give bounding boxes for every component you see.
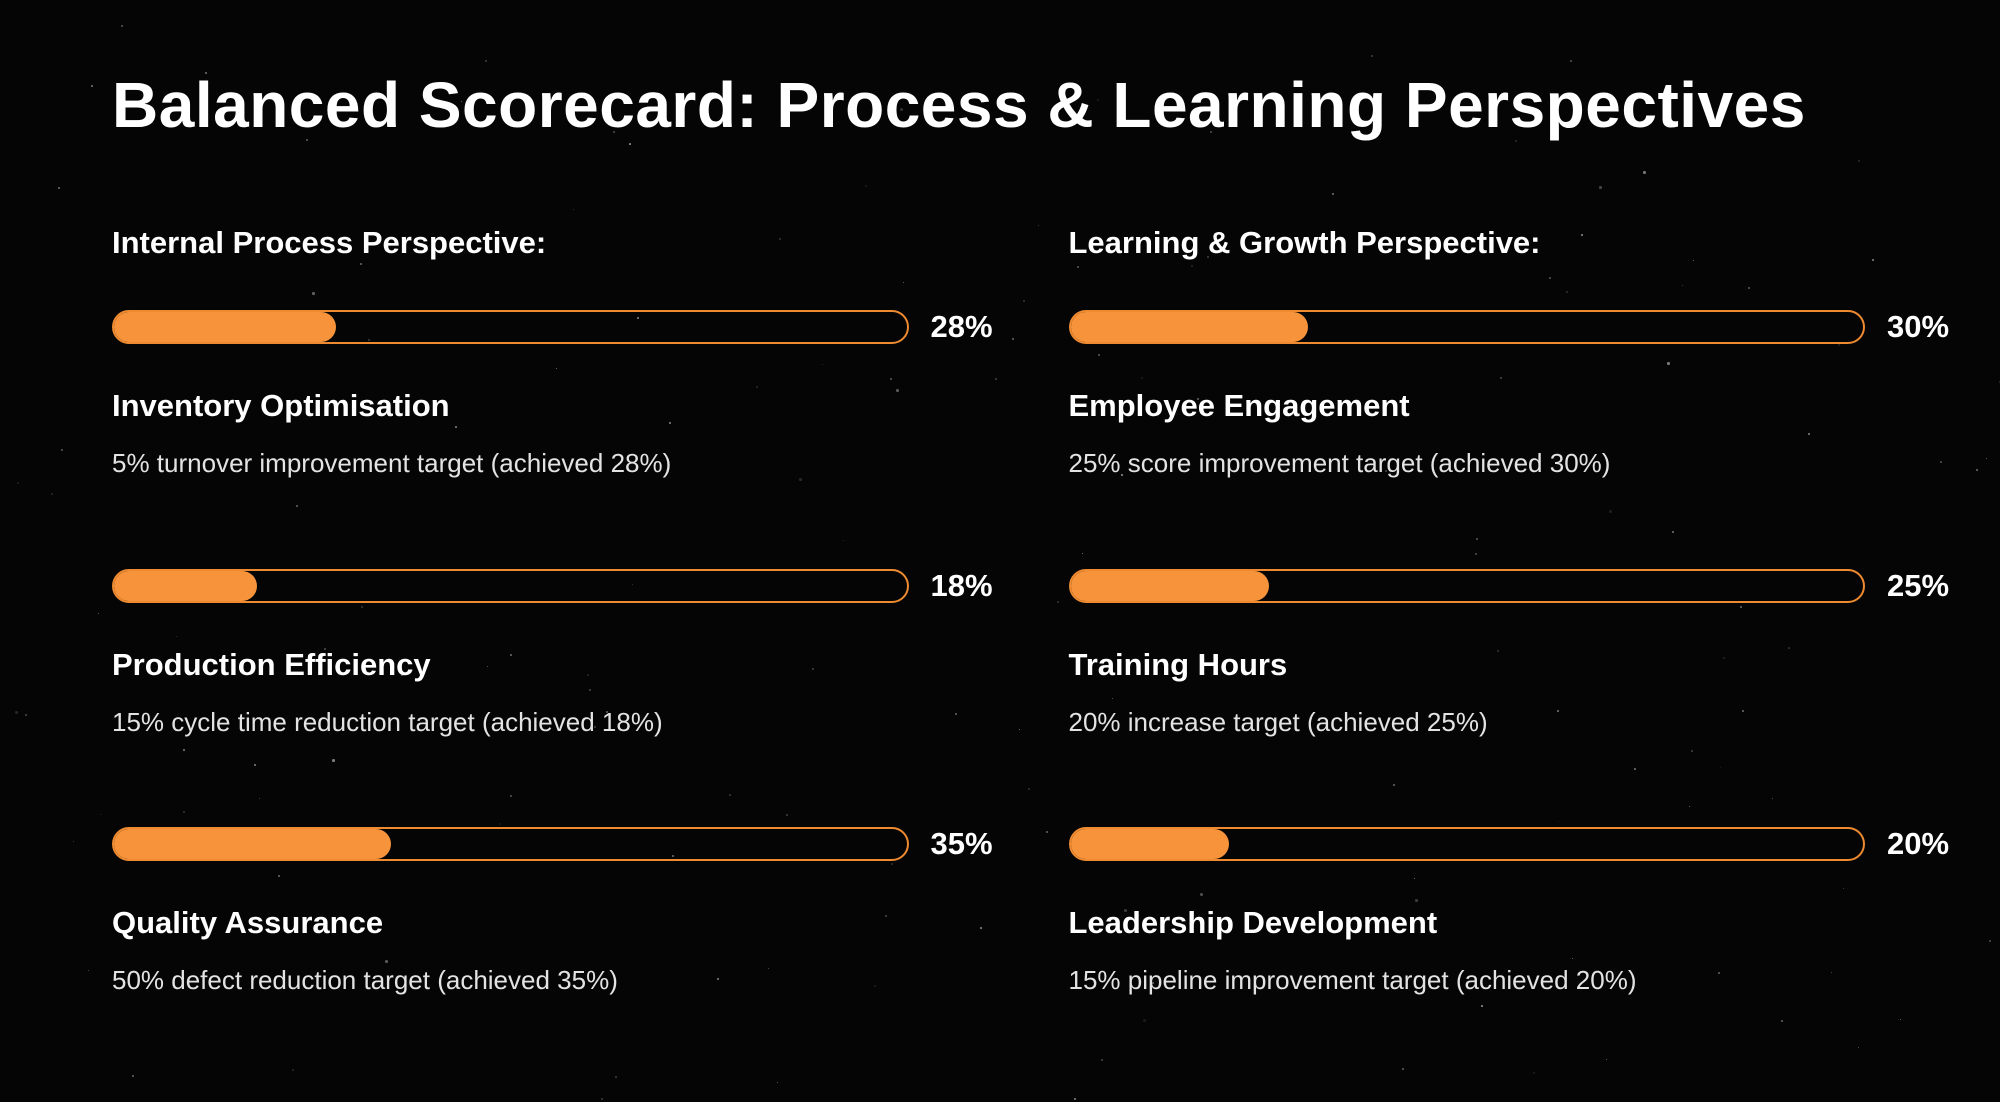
- progress-bar-row: 20%: [1068, 825, 1966, 862]
- metric-production-efficiency: 18% Production Efficiency 15% cycle time…: [112, 568, 1009, 738]
- progress-fill: [114, 312, 336, 343]
- percent-label: 20%: [1887, 825, 1950, 861]
- section-header-learning-growth: Learning & Growth Perspective:: [1068, 225, 1541, 261]
- progress-fill: [1070, 312, 1309, 343]
- progress-bar-row: 18%: [112, 568, 1009, 604]
- progress-bar-row: 30%: [1068, 309, 1966, 345]
- metric-name: Employee Engagement: [1068, 388, 1410, 424]
- page-title: Balanced Scorecard: Process & Learning P…: [112, 69, 1806, 141]
- percent-label: 28%: [930, 309, 993, 345]
- metric-name: Production Efficiency: [112, 646, 431, 682]
- percent-label: 35%: [930, 825, 993, 861]
- metric-employee-engagement: 30% Employee Engagement 25% score improv…: [1068, 309, 1966, 479]
- metric-description: 15% cycle time reduction target (achieve…: [112, 706, 663, 737]
- progress-fill: [1070, 828, 1229, 859]
- metric-description: 25% score improvement target (achieved 3…: [1068, 448, 1611, 479]
- progress-bar-row: 35%: [112, 826, 1009, 862]
- progress-track: [1068, 826, 1865, 861]
- metric-inventory-optimisation: 28% Inventory Optimisation 5% turnover i…: [112, 309, 1009, 479]
- progress-track: [112, 310, 909, 345]
- progress-track: [112, 568, 909, 603]
- progress-bar-row: 28%: [112, 309, 1009, 345]
- metric-description: 15% pipeline improvement target (achieve…: [1068, 965, 1637, 996]
- metric-quality-assurance: 35% Quality Assurance 50% defect reducti…: [112, 826, 1009, 996]
- metric-name: Training Hours: [1068, 646, 1288, 682]
- internal-process-section: Internal Process Perspective: 28% Invent…: [112, 225, 1009, 1084]
- progress-fill: [114, 828, 392, 859]
- progress-track: [1068, 568, 1865, 603]
- metric-training-hours: 25% Training Hours 20% increase target (…: [1068, 567, 1966, 738]
- percent-label: 25%: [1887, 567, 1950, 603]
- metric-name: Quality Assurance: [112, 904, 384, 940]
- metric-name: Leadership Development: [1068, 904, 1438, 940]
- percent-label: 18%: [930, 567, 993, 603]
- learning-growth-section: Learning & Growth Perspective: 30% Emplo…: [1068, 225, 1966, 1084]
- progress-fill: [114, 570, 257, 601]
- percent-label: 30%: [1887, 309, 1950, 345]
- perspective-columns: Internal Process Perspective: 28% Invent…: [112, 225, 1965, 1084]
- progress-fill: [1070, 570, 1269, 601]
- metric-description: 20% increase target (achieved 25%): [1068, 706, 1488, 737]
- progress-track: [1068, 310, 1865, 345]
- section-header-internal-process: Internal Process Perspective:: [112, 225, 547, 261]
- progress-bar-row: 25%: [1068, 567, 1966, 604]
- metric-description: 50% defect reduction target (achieved 35…: [112, 965, 618, 996]
- metric-leadership-development: 20% Leadership Development 15% pipeline …: [1068, 825, 1966, 996]
- metric-description: 5% turnover improvement target (achieved…: [112, 448, 672, 479]
- progress-track: [112, 826, 909, 861]
- metric-name: Inventory Optimisation: [112, 388, 450, 424]
